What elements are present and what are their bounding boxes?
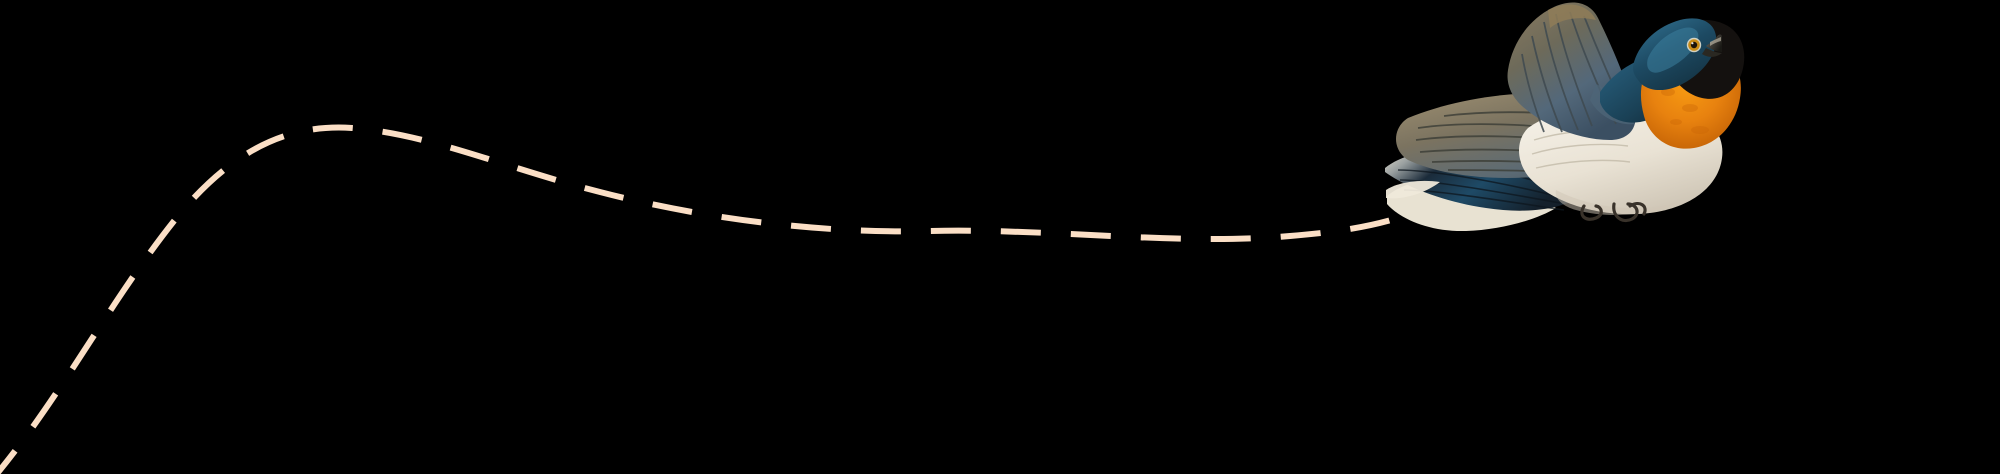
beak-highlight (1710, 37, 1721, 46)
foot-right (1612, 202, 1639, 223)
tail-white-edge (1386, 180, 1440, 199)
upper-wing-leading-edge (1548, 4, 1596, 29)
tail (1385, 149, 1580, 232)
eye (1686, 37, 1702, 53)
upper-wing-feather-lines (1521, 11, 1629, 133)
throat-texture (1661, 88, 1718, 134)
beak-lower (1702, 48, 1722, 57)
crown-highlight (1647, 27, 1699, 73)
bird-body-group (1385, 2, 1745, 232)
belly-shadow (1555, 190, 1678, 216)
feet (1580, 201, 1647, 223)
toe-curl (1628, 201, 1647, 216)
flight-path (0, 124, 1399, 474)
beak (1702, 34, 1722, 57)
foot-left (1580, 204, 1603, 221)
